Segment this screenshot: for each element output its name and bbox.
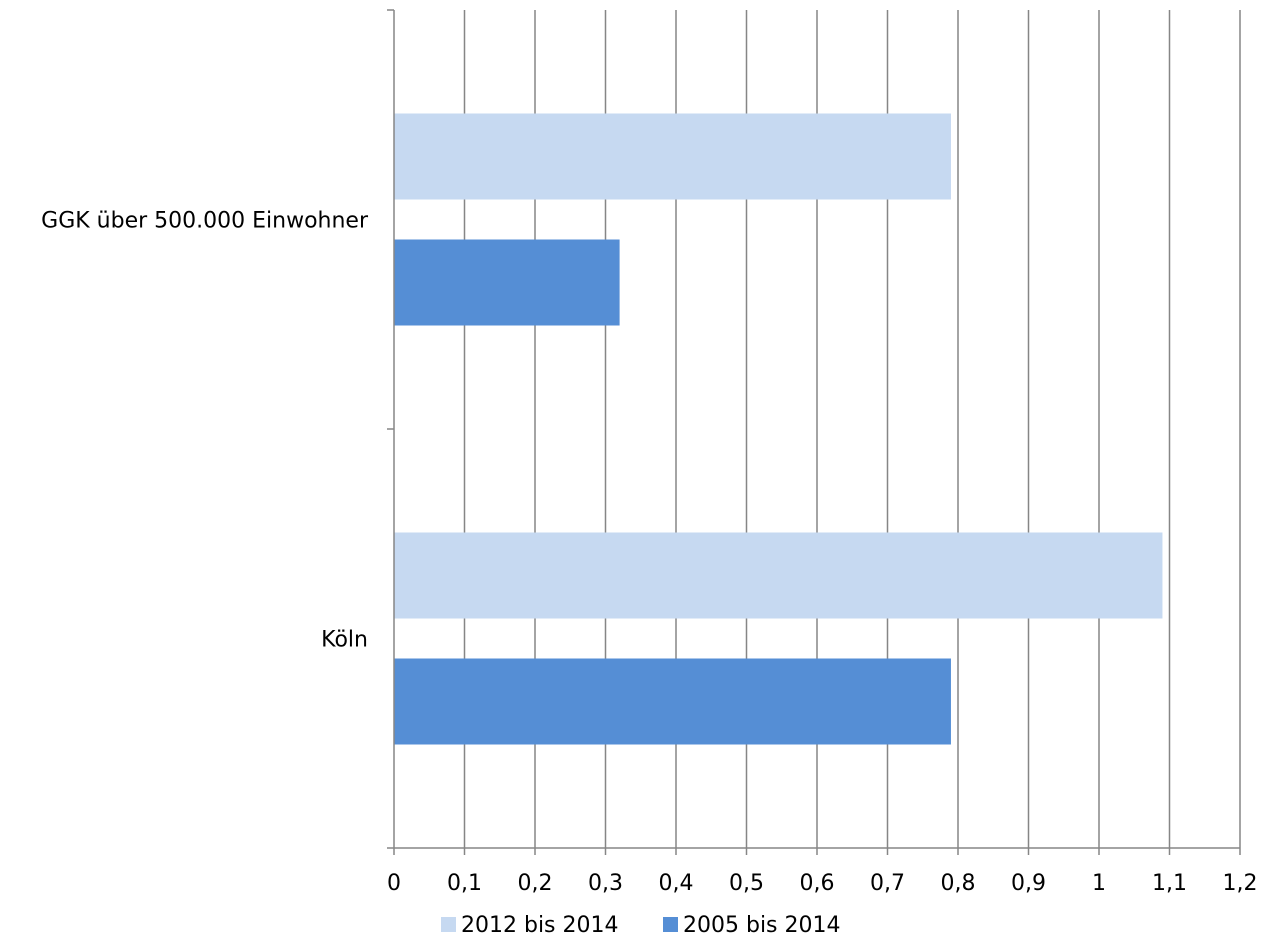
legend: 2012 bis 2014 2005 bis 2014 xyxy=(441,913,841,938)
bar xyxy=(394,532,1163,619)
x-tick-label: 0,2 xyxy=(518,871,553,896)
x-tick-label: 0,8 xyxy=(941,871,976,896)
legend-swatch xyxy=(441,917,456,932)
x-tick-label: 0,3 xyxy=(588,871,623,896)
category-label: Köln xyxy=(321,628,368,653)
x-tick-label: 1,2 xyxy=(1223,871,1258,896)
bars xyxy=(394,113,1163,745)
category-labels: GGK über 500.000 Einwohner Köln xyxy=(41,209,369,653)
x-tick-label: 0,9 xyxy=(1011,871,1046,896)
x-tick-label: 1 xyxy=(1092,871,1106,896)
x-tick-label: 0 xyxy=(387,871,401,896)
bar xyxy=(394,658,951,745)
x-tick-label: 1,1 xyxy=(1152,871,1187,896)
legend-label: 2012 bis 2014 xyxy=(461,913,619,938)
category-label: GGK über 500.000 Einwohner xyxy=(41,209,369,234)
bar xyxy=(394,113,951,200)
x-tick-label: 0,1 xyxy=(447,871,482,896)
x-tick-label: 0,5 xyxy=(729,871,764,896)
x-tick-label: 0,4 xyxy=(659,871,694,896)
x-tick-label: 0,7 xyxy=(870,871,905,896)
legend-swatch xyxy=(663,917,678,932)
bar xyxy=(394,239,620,326)
axes xyxy=(387,9,1241,855)
x-tick-label: 0,6 xyxy=(800,871,835,896)
legend-label: 2005 bis 2014 xyxy=(683,913,841,938)
x-tick-labels: 0 0,1 0,2 0,3 0,4 0,5 0,6 0,7 0,8 0,9 1 1,1 1,2 xyxy=(387,871,1258,896)
